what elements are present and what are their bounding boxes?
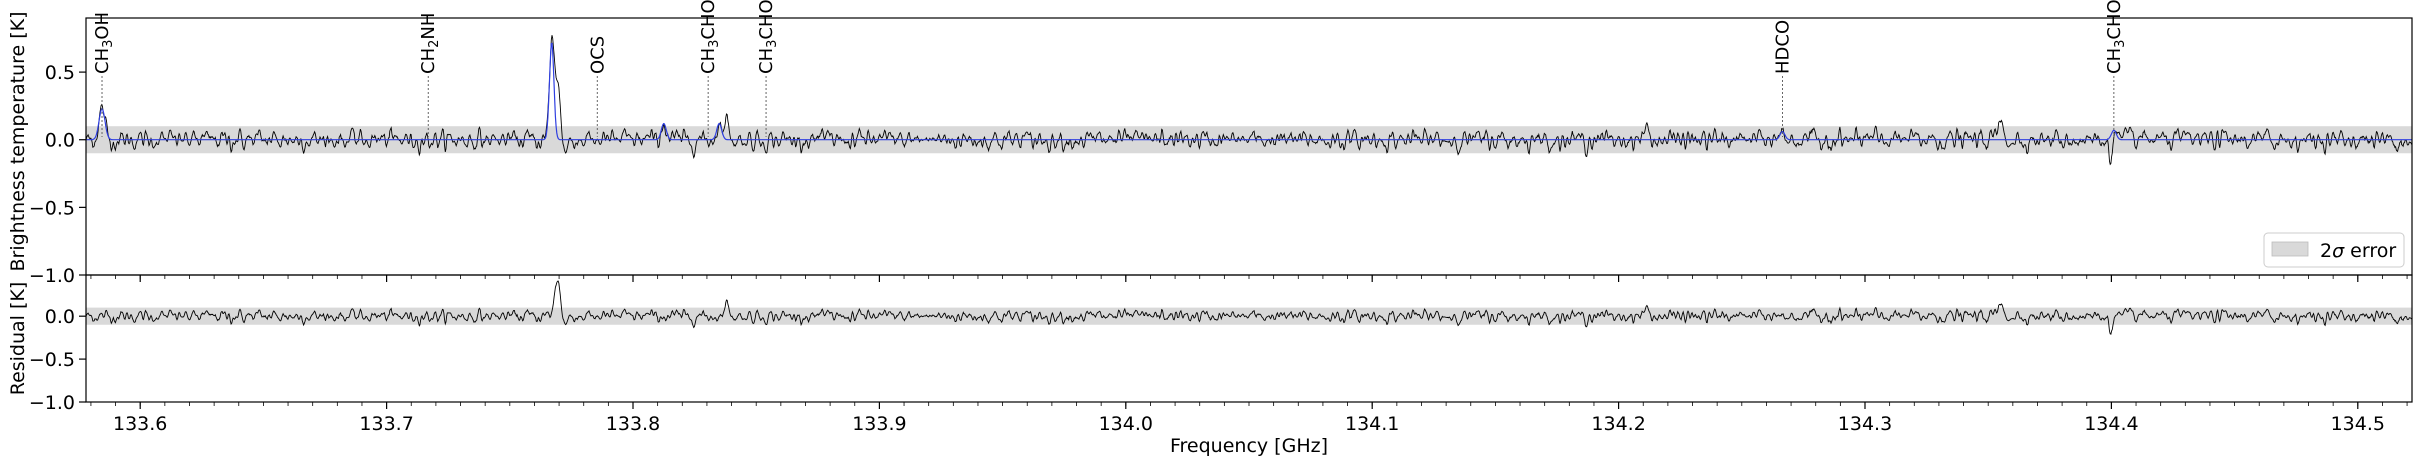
line-id-label: CH2NH — [418, 13, 442, 74]
line-id-label: CH3OH — [92, 12, 116, 74]
top-y-tick-label: −1.0 — [29, 265, 75, 287]
bottom-y-tick-label: −0.5 — [29, 349, 75, 371]
x-tick-label: 133.8 — [606, 413, 660, 435]
tick-layer: 133.6 133.7 133.8 133.9 134.0 134.1 134.2 134.3… — [29, 62, 2408, 435]
line-id-label: OCS — [587, 36, 608, 74]
model-spectrum-line — [86, 42, 2412, 141]
x-tick-label: 134.2 — [1591, 413, 1645, 435]
x-tick-label: 133.9 — [852, 413, 906, 435]
line-identification-layer: CH3OH CH2NH OCS CH3CHO CH3CHO HDCO CH3CHO — [92, 0, 2128, 138]
bottom-y-tick-label: −1.0 — [29, 392, 75, 414]
legend-box — [2263, 232, 2405, 268]
bottom-trace-layer — [85, 280, 2413, 335]
x-tick-label: 134.0 — [1099, 413, 1153, 435]
x-tick-label: 133.7 — [359, 413, 413, 435]
x-tick-label: 134.4 — [2084, 413, 2138, 435]
x-tick-label: 134.1 — [1345, 413, 1399, 435]
x-axis-label: Frequency [GHz] — [1170, 435, 1328, 457]
top-y-tick-label: 0.0 — [45, 130, 75, 152]
line-id-label: HDCO — [1772, 20, 1793, 74]
bottom-y-axis-label: Residual [K] — [7, 282, 29, 396]
top-y-tick-label: −0.5 — [29, 197, 75, 219]
top-y-tick-label: 0.5 — [45, 62, 75, 84]
bottom-y-tick-label: 0.0 — [45, 306, 75, 328]
legend: 2σ error — [2263, 232, 2405, 268]
line-id-label: CH3CHO — [2104, 0, 2128, 74]
x-tick-label: 133.6 — [113, 413, 167, 435]
residual-line — [85, 280, 2413, 335]
x-tick-label: 134.3 — [1838, 413, 1892, 435]
legend-swatch-error-band — [2271, 241, 2309, 257]
top-y-axis-label: Brightness temperature [K] — [7, 12, 29, 272]
line-id-label: CH3CHO — [756, 0, 780, 74]
line-id-label: CH3CHO — [698, 0, 722, 74]
legend-entry-error: 2σ error — [2320, 240, 2396, 262]
x-tick-label: 134.5 — [2331, 413, 2385, 435]
top-trace-layer — [85, 35, 2413, 166]
